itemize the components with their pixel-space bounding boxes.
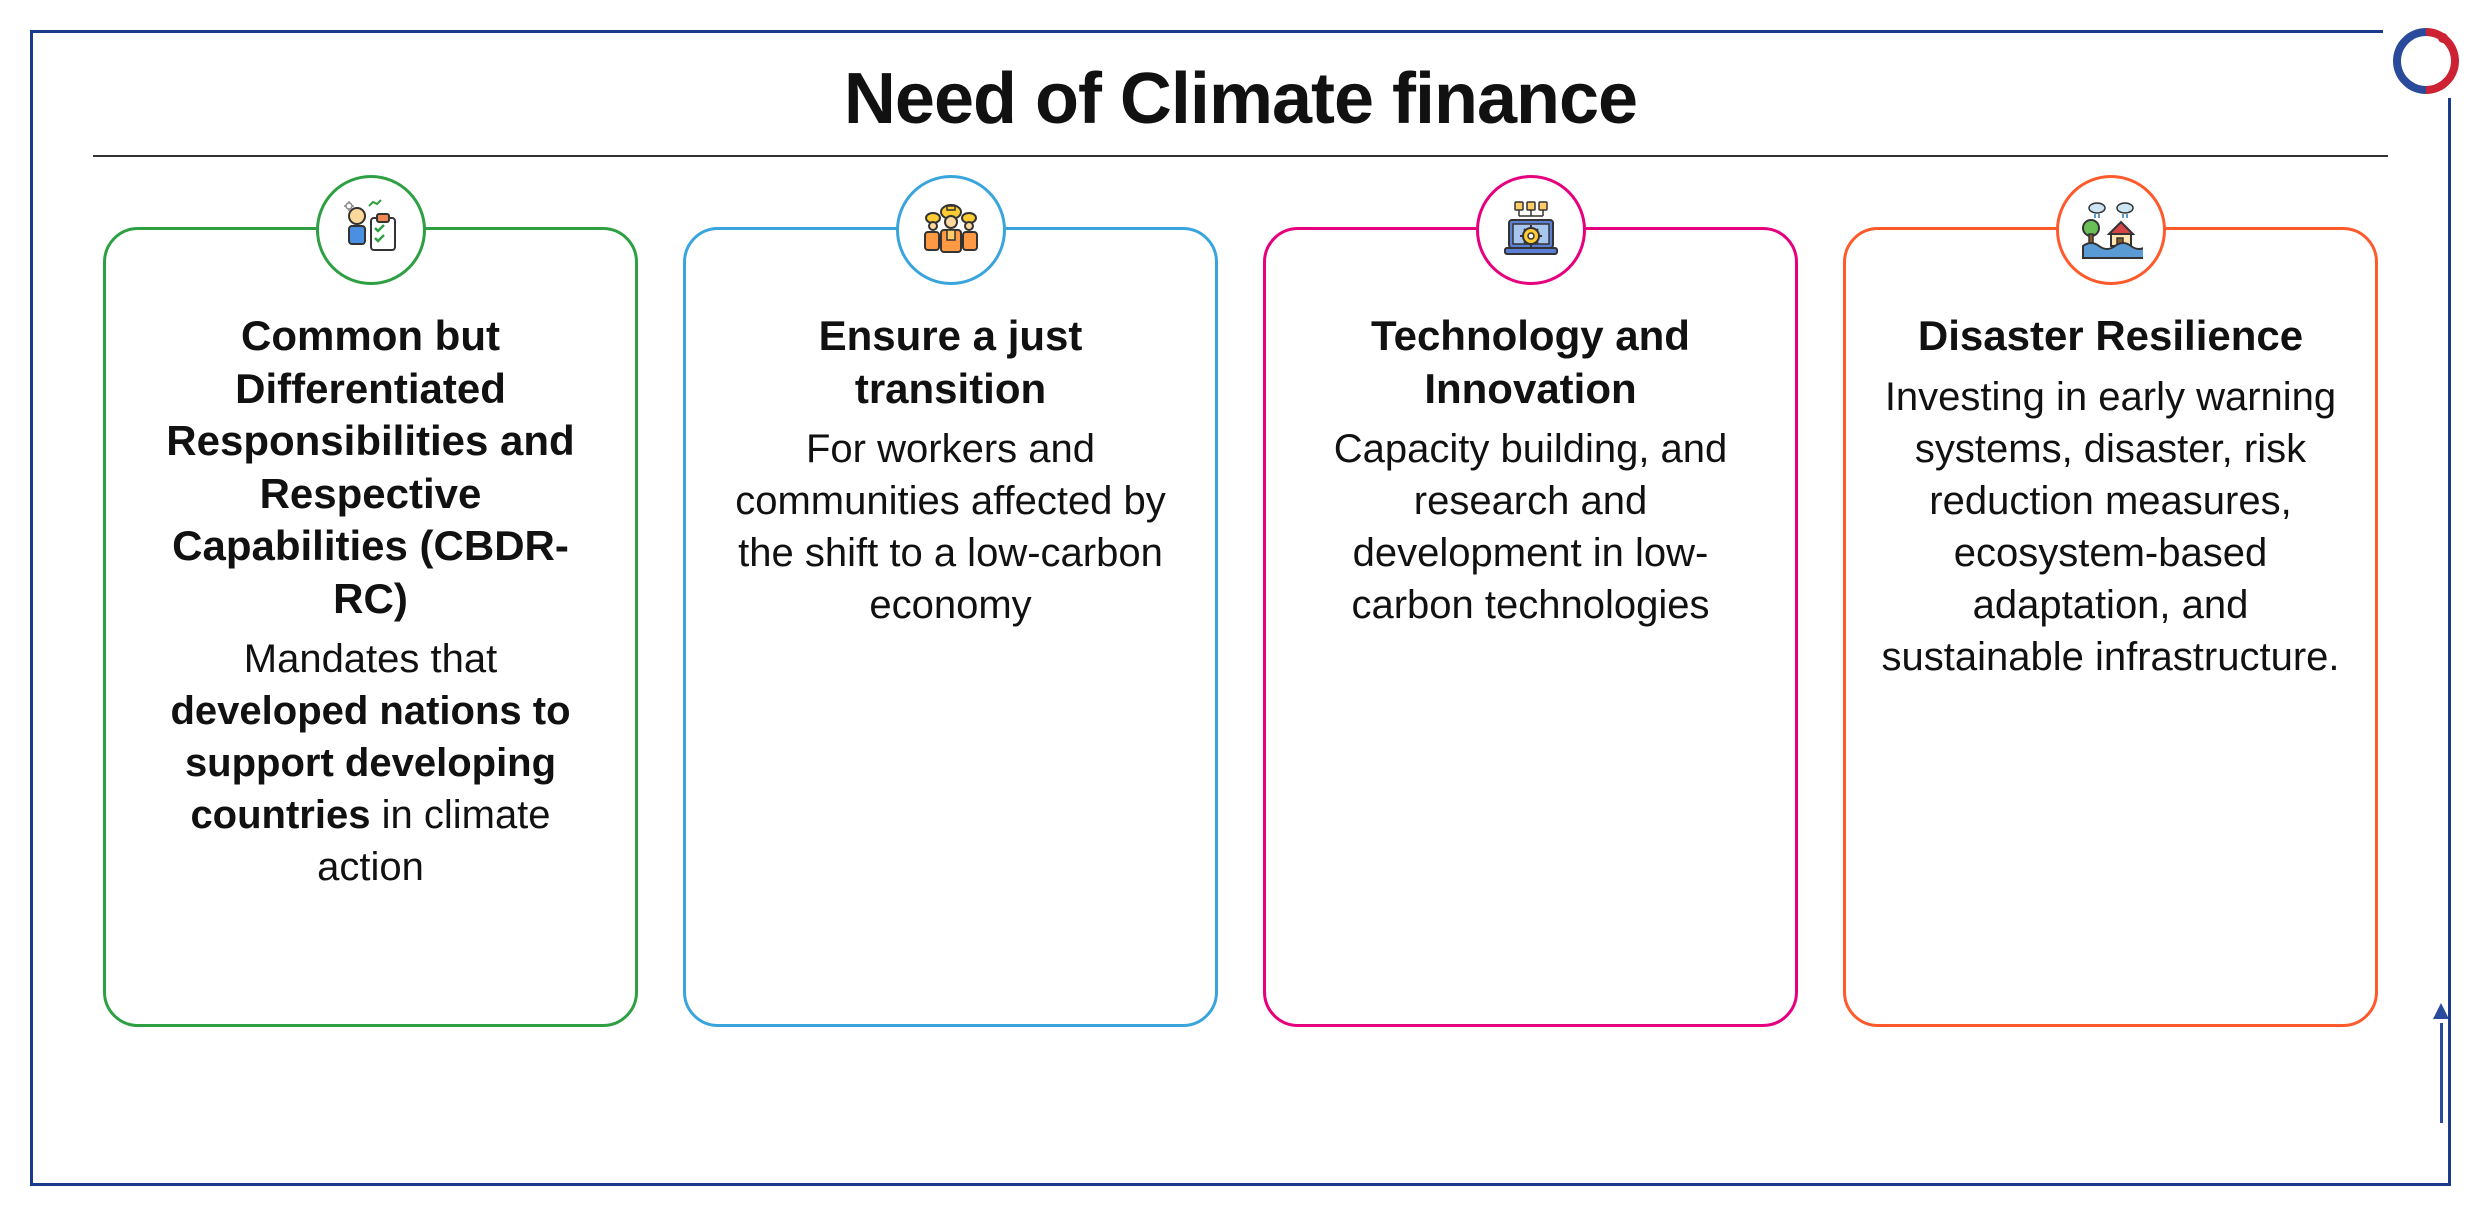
card-heading: Disaster Resilience	[1881, 310, 2340, 363]
arrow-decoration	[2423, 1003, 2453, 1123]
card-disaster: Disaster Resilience Investing in early w…	[1843, 227, 2378, 1027]
card-body-prefix: Capacity building, and research and deve…	[1334, 427, 1728, 627]
card-heading: Common but Differentiated Responsibiliti…	[141, 310, 600, 625]
logo-corner	[2383, 18, 2463, 98]
card-just-transition: Ensure a just transition For workers and…	[683, 227, 1218, 1027]
title-underline	[93, 155, 2388, 157]
logo-swoosh-icon	[2393, 28, 2453, 88]
arrow-head-icon	[2433, 1003, 2449, 1019]
workers-group-icon	[916, 195, 986, 265]
card-icon-circle	[2056, 175, 2166, 285]
card-heading: Ensure a just transition	[721, 310, 1180, 415]
arrow-line	[2440, 1023, 2443, 1123]
card-body: Investing in early warning systems, disa…	[1881, 371, 2340, 683]
logo-dot	[2438, 33, 2448, 43]
card-technology: Technology and Innovation Capacity build…	[1263, 227, 1798, 1027]
main-title: Need of Climate finance	[93, 58, 2388, 140]
card-body-prefix: For workers and communities affected by …	[735, 427, 1166, 627]
card-body: For workers and communities affected by …	[721, 423, 1180, 631]
card-body-prefix: Mandates that	[244, 637, 498, 681]
card-icon-circle	[1476, 175, 1586, 285]
card-icon-circle	[896, 175, 1006, 285]
checklist-person-icon	[336, 195, 406, 265]
cards-row: Common but Differentiated Responsibiliti…	[93, 227, 2388, 1027]
card-cbdr: Common but Differentiated Responsibiliti…	[103, 227, 638, 1027]
card-body: Capacity building, and research and deve…	[1301, 423, 1760, 631]
flood-house-icon	[2076, 195, 2146, 265]
card-body-prefix: Investing in early warning systems, disa…	[1881, 375, 2339, 679]
laptop-gear-icon	[1496, 195, 1566, 265]
outer-frame: Need of Climate finance	[30, 30, 2451, 1186]
card-icon-circle	[316, 175, 426, 285]
card-body: Mandates that developed nations to suppo…	[141, 633, 600, 893]
card-heading: Technology and Innovation	[1301, 310, 1760, 415]
